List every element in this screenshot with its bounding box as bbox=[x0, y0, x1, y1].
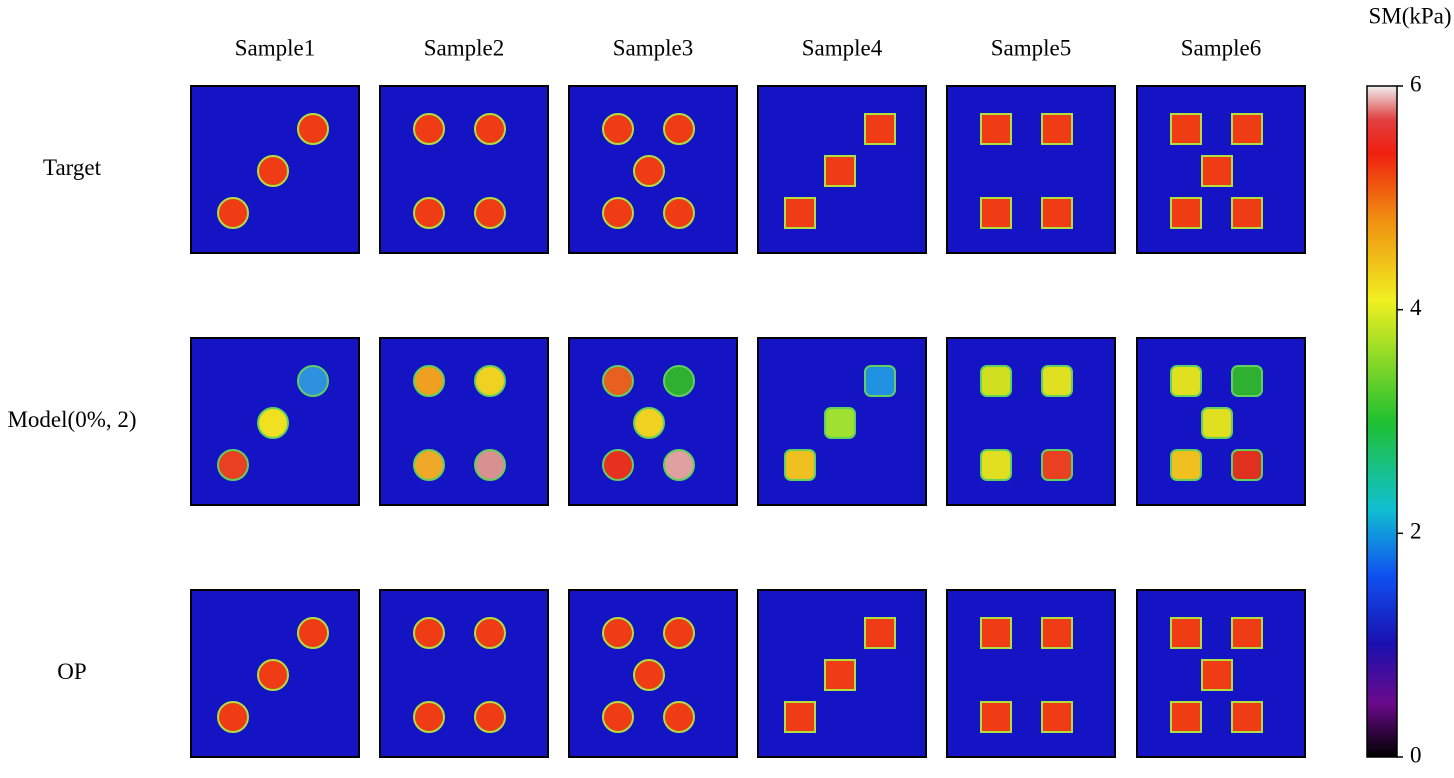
inclusion bbox=[297, 617, 329, 649]
inclusion bbox=[217, 197, 249, 229]
inclusion bbox=[663, 365, 695, 397]
row-label: Target bbox=[43, 155, 102, 180]
inclusion bbox=[297, 113, 329, 145]
inclusion bbox=[602, 365, 634, 397]
inclusion bbox=[1041, 617, 1073, 649]
inclusion bbox=[474, 701, 506, 733]
inclusion bbox=[784, 449, 816, 481]
inclusion bbox=[257, 659, 289, 691]
inclusion bbox=[1201, 155, 1233, 187]
inclusion bbox=[633, 155, 665, 187]
inclusion bbox=[413, 365, 445, 397]
inclusion bbox=[1041, 701, 1073, 733]
inclusion bbox=[1170, 617, 1202, 649]
colorbar bbox=[1366, 85, 1398, 758]
panel bbox=[946, 337, 1116, 506]
inclusion bbox=[663, 449, 695, 481]
inclusion bbox=[602, 197, 634, 229]
inclusion bbox=[824, 155, 856, 187]
panel bbox=[946, 85, 1116, 254]
column-label: Sample5 bbox=[991, 35, 1072, 60]
inclusion bbox=[1041, 113, 1073, 145]
inclusion bbox=[1231, 365, 1263, 397]
inclusion bbox=[663, 617, 695, 649]
inclusion bbox=[474, 449, 506, 481]
inclusion bbox=[784, 197, 816, 229]
inclusion bbox=[1170, 113, 1202, 145]
inclusion bbox=[1041, 197, 1073, 229]
inclusion bbox=[1170, 449, 1202, 481]
column-label: Sample4 bbox=[802, 35, 883, 60]
colorbar-tick-label: 2 bbox=[1410, 519, 1422, 544]
inclusion bbox=[1170, 701, 1202, 733]
inclusion bbox=[602, 701, 634, 733]
inclusion bbox=[633, 407, 665, 439]
inclusion bbox=[824, 407, 856, 439]
inclusion bbox=[980, 197, 1012, 229]
inclusion bbox=[980, 449, 1012, 481]
column-label: Sample1 bbox=[235, 35, 316, 60]
inclusion bbox=[980, 113, 1012, 145]
inclusion bbox=[602, 617, 634, 649]
row-label: OP bbox=[57, 659, 86, 684]
inclusion bbox=[474, 617, 506, 649]
inclusion bbox=[980, 701, 1012, 733]
inclusion bbox=[1231, 113, 1263, 145]
inclusion bbox=[413, 113, 445, 145]
colorbar-tick-label: 0 bbox=[1410, 742, 1422, 767]
inclusion bbox=[413, 197, 445, 229]
inclusion bbox=[297, 365, 329, 397]
inclusion bbox=[864, 113, 896, 145]
inclusion bbox=[257, 155, 289, 187]
inclusion bbox=[1201, 659, 1233, 691]
colorbar-label: SM(kPa) bbox=[1368, 3, 1451, 28]
inclusion bbox=[413, 449, 445, 481]
column-label: Sample3 bbox=[613, 35, 694, 60]
inclusion bbox=[980, 365, 1012, 397]
inclusion bbox=[1231, 197, 1263, 229]
inclusion bbox=[474, 197, 506, 229]
inclusion bbox=[1170, 197, 1202, 229]
inclusion bbox=[1201, 407, 1233, 439]
column-label: Sample6 bbox=[1181, 35, 1262, 60]
inclusion bbox=[1041, 449, 1073, 481]
inclusion bbox=[1041, 365, 1073, 397]
inclusion bbox=[824, 659, 856, 691]
row-label: Model(0%, 2) bbox=[7, 407, 136, 432]
inclusion bbox=[1170, 365, 1202, 397]
inclusion bbox=[602, 449, 634, 481]
inclusion bbox=[864, 365, 896, 397]
panel bbox=[379, 337, 549, 506]
inclusion bbox=[474, 113, 506, 145]
column-label: Sample2 bbox=[424, 35, 505, 60]
inclusion bbox=[413, 617, 445, 649]
colorbar-tick-label: 6 bbox=[1410, 71, 1422, 96]
inclusion bbox=[980, 617, 1012, 649]
inclusion bbox=[1231, 449, 1263, 481]
inclusion bbox=[1231, 617, 1263, 649]
inclusion bbox=[413, 701, 445, 733]
panel bbox=[379, 85, 549, 254]
inclusion bbox=[663, 701, 695, 733]
inclusion bbox=[217, 449, 249, 481]
inclusion bbox=[663, 113, 695, 145]
inclusion bbox=[217, 701, 249, 733]
panel bbox=[379, 589, 549, 758]
colorbar-tick-label: 4 bbox=[1410, 295, 1422, 320]
inclusion bbox=[633, 659, 665, 691]
inclusion bbox=[784, 701, 816, 733]
inclusion bbox=[864, 617, 896, 649]
inclusion bbox=[1231, 701, 1263, 733]
panel bbox=[946, 589, 1116, 758]
inclusion bbox=[257, 407, 289, 439]
inclusion bbox=[602, 113, 634, 145]
inclusion bbox=[663, 197, 695, 229]
inclusion bbox=[474, 365, 506, 397]
